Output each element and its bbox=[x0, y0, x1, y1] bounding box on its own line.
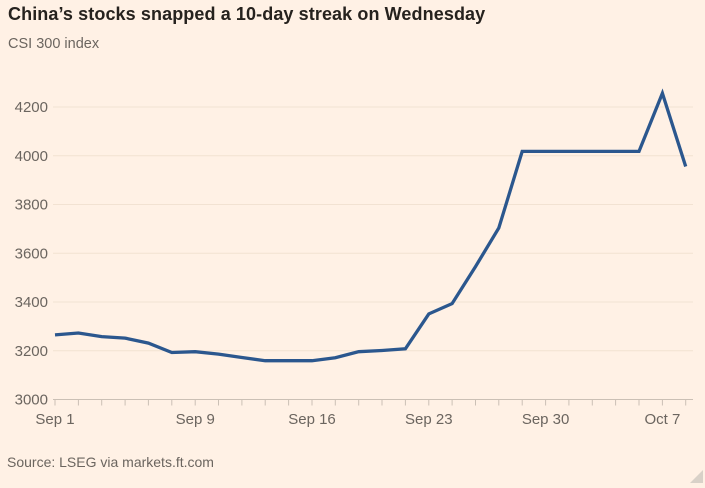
x-axis-tick-label: Sep 1 bbox=[35, 411, 74, 428]
x-axis-tick-label: Sep 23 bbox=[405, 411, 453, 428]
y-axis-tick-label: 3800 bbox=[15, 197, 48, 214]
x-axis-tick-label: Sep 9 bbox=[176, 411, 215, 428]
x-axis-tick-label: Oct 7 bbox=[644, 411, 680, 428]
source-note: Source: LSEG via markets.ft.com bbox=[7, 454, 214, 470]
chart-title: China’s stocks snapped a 10-day streak o… bbox=[8, 4, 486, 24]
y-axis-tick-label: 4200 bbox=[15, 99, 48, 116]
y-axis-tick-label: 3200 bbox=[15, 343, 48, 360]
x-axis-tick-label: Sep 30 bbox=[522, 411, 570, 428]
csi300-series-line bbox=[54, 88, 688, 363]
chart-subtitle: CSI 300 index bbox=[8, 36, 100, 52]
y-axis-tick-label: 3400 bbox=[15, 294, 48, 311]
y-axis-tick-label: 3600 bbox=[15, 245, 48, 262]
y-axis-tick-label: 4000 bbox=[15, 148, 48, 165]
resize-grip-icon[interactable] bbox=[690, 470, 703, 483]
y-axis-tick-label: 3000 bbox=[15, 392, 48, 409]
x-axis-tick-label: Sep 16 bbox=[288, 411, 336, 428]
